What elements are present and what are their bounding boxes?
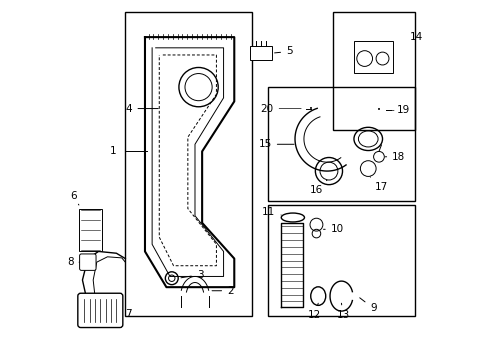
- Text: 12: 12: [308, 303, 321, 320]
- Text: 4: 4: [126, 104, 158, 113]
- Text: 18: 18: [385, 152, 405, 162]
- Text: 10: 10: [323, 224, 344, 234]
- FancyBboxPatch shape: [79, 254, 96, 270]
- Text: 3: 3: [181, 270, 203, 280]
- Text: 15: 15: [259, 139, 294, 149]
- Text: 13: 13: [337, 303, 350, 320]
- Text: 16: 16: [310, 180, 327, 195]
- Text: •: •: [309, 105, 313, 112]
- Text: 11: 11: [262, 207, 282, 217]
- Bar: [125, 12, 252, 316]
- Text: 6: 6: [70, 192, 79, 205]
- Text: 9: 9: [360, 298, 377, 313]
- Bar: [354, 41, 393, 73]
- Text: 1: 1: [110, 147, 116, 157]
- Bar: [268, 205, 415, 316]
- Text: 8: 8: [67, 257, 81, 267]
- Text: 20: 20: [261, 104, 301, 113]
- FancyBboxPatch shape: [78, 293, 123, 328]
- Text: 7: 7: [118, 309, 132, 319]
- Text: •: •: [377, 107, 381, 113]
- Bar: [79, 208, 102, 251]
- Bar: [250, 46, 272, 60]
- Text: 19: 19: [392, 105, 410, 115]
- Text: 17: 17: [370, 177, 388, 192]
- Text: 2: 2: [212, 286, 234, 296]
- Bar: [333, 12, 415, 130]
- Text: 5: 5: [274, 46, 293, 57]
- Text: 14: 14: [409, 32, 422, 42]
- Bar: [268, 87, 415, 202]
